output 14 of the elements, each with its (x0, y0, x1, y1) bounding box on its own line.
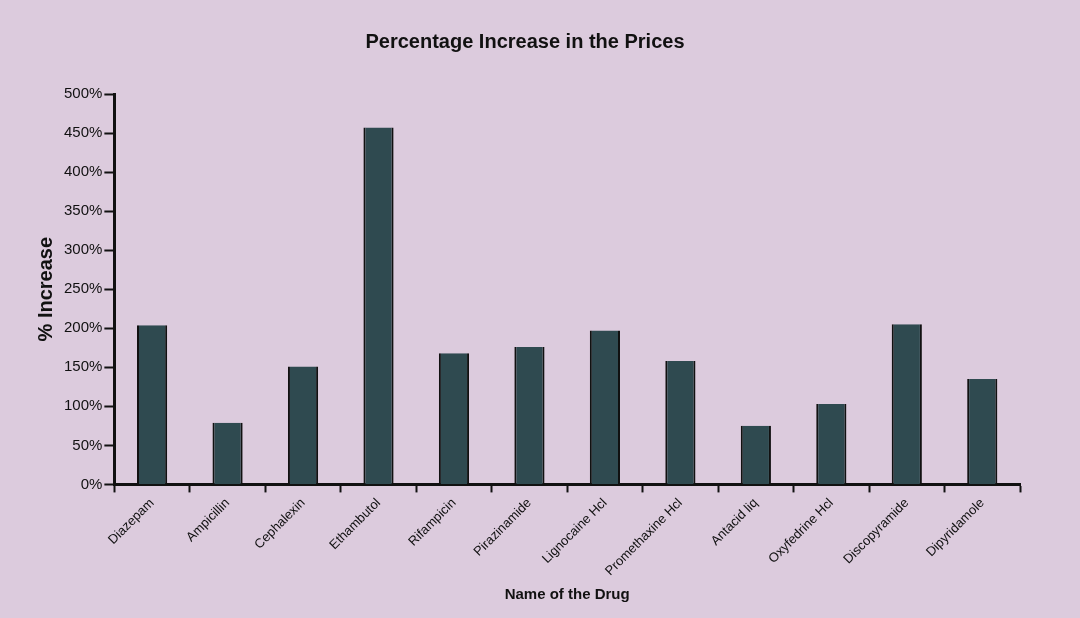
y-tick-label: 200% (63, 318, 103, 336)
x-axis-title: Name of the Drug (504, 585, 630, 603)
y-tick-label: 350% (63, 201, 103, 219)
y-tick-label: 500% (63, 84, 103, 102)
y-tick-label: 50% (72, 435, 103, 453)
y-tick-label: 0% (80, 474, 103, 492)
y-tick-label: 250% (63, 279, 103, 297)
y-tick-label: 150% (63, 357, 103, 375)
y-tick-label: 300% (63, 240, 103, 258)
y-tick-label: 100% (63, 396, 103, 414)
y-axis-title: % Increase (33, 236, 56, 342)
chart-title: Percentage Increase in the Prices (365, 29, 685, 52)
y-tick-label: 400% (63, 162, 103, 180)
y-tick-label: 450% (63, 123, 103, 141)
